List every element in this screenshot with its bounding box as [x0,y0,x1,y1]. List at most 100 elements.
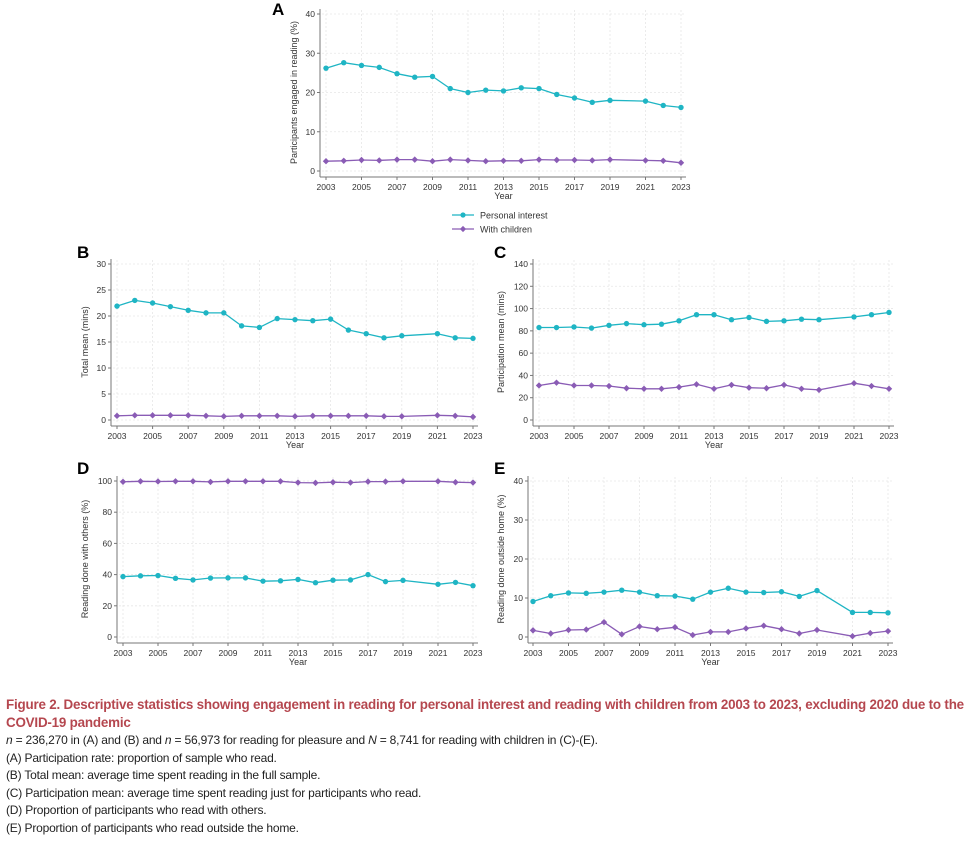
data-point [295,576,301,583]
x-tick-label: 2013 [494,182,513,192]
y-tick-label: 15 [97,337,107,347]
data-point [185,412,192,419]
data-point [452,412,459,420]
y-tick-label: 10 [306,127,316,137]
data-point [885,385,893,392]
data-point [654,592,660,599]
data-point [535,382,543,389]
panel-b: B 0 5 10 15 20 25 30 2003 2005 2007 2009 2011 2013 201… [77,243,483,450]
data-point [224,478,232,485]
data-point [149,300,156,306]
data-point [259,478,267,485]
data-point [798,316,805,322]
x-tick-label: 2003 [114,648,133,658]
data-point [886,309,892,316]
data-point [322,157,330,165]
series-children [113,412,477,421]
x-tick-label: 2021 [429,648,448,658]
data-point [435,581,441,587]
data-point [220,413,227,420]
series-personal [530,585,891,616]
data-point [113,412,121,420]
data-point [565,626,572,634]
data-point [149,412,156,419]
panel-c: C 0 20 40 60 80 100 120 140 2003 2005 2007 2009 2011 2… [494,243,899,450]
data-point [242,575,249,581]
data-point [131,412,138,419]
data-point [238,323,245,329]
x-tick-label: 2023 [879,648,898,658]
data-point [347,577,354,583]
data-point [547,630,554,637]
x-tick-label: 2015 [737,648,756,658]
data-point [672,593,678,599]
data-point [470,582,476,589]
x-tick-label: 2013 [286,431,305,441]
y-axis-title: Participation mean (mins) [496,291,506,393]
data-point [363,330,369,337]
x-tick-label: 2005 [352,182,371,192]
data-point [452,335,458,341]
data-point [660,102,666,109]
data-point [849,633,856,640]
data-point [120,573,126,580]
data-point [185,307,191,313]
data-point [707,589,714,595]
data-point [571,95,578,101]
data-point [412,74,418,80]
x-tick-label: 2011 [250,431,269,441]
x-tick-label: 2011 [254,648,273,658]
x-tick-label: 2009 [219,648,238,658]
data-point [583,626,590,633]
series-line-personal [116,299,474,340]
y-tick-label: 40 [514,476,524,486]
data-point [763,385,770,392]
y-tick-label: 120 [514,281,528,291]
caption-sample-sizes: n = 236,270 in (A) and (B) and n = 56,97… [6,732,971,750]
data-point [434,412,441,419]
data-point [658,385,665,392]
data-point [535,156,543,163]
data-point [482,157,489,165]
data-point [725,585,731,591]
data-point [851,314,857,320]
data-point [345,412,352,420]
x-tick-label: 2021 [636,182,655,192]
data-point [778,589,785,595]
data-point [678,104,684,111]
data-point [588,382,595,389]
legend-marker-children [459,225,467,233]
x-tick-label: 2017 [359,648,378,658]
data-point [172,575,179,582]
data-point [381,335,387,341]
legend-item-personal: Personal interest [452,211,548,221]
data-point [654,626,661,633]
y-axis-title: Participants engaged in reading (%) [289,21,299,164]
data-point [400,577,406,584]
data-point [796,593,802,600]
data-point [256,412,263,420]
y-tick-label: 5 [101,389,106,399]
n-symbol: n [6,733,13,747]
data-point [137,573,144,579]
x-tick-label: 2007 [595,648,614,658]
data-point [548,592,554,599]
x-tick-label: 2017 [565,182,584,192]
data-point [312,479,319,487]
y-tick-label: 40 [519,370,529,380]
data-point [500,88,507,94]
data-point [189,478,197,485]
data-point [571,324,577,330]
data-point [553,324,560,331]
y-tick-label: 0 [101,415,106,425]
x-tick-label: 2003 [317,182,336,192]
y-tick-label: 40 [306,9,316,19]
data-point [452,479,459,486]
legend-label-children: With children [480,225,532,235]
data-point [309,412,316,420]
data-point [345,327,352,333]
data-point [798,385,805,392]
series-line-personal [325,62,682,109]
data-point [671,624,679,631]
